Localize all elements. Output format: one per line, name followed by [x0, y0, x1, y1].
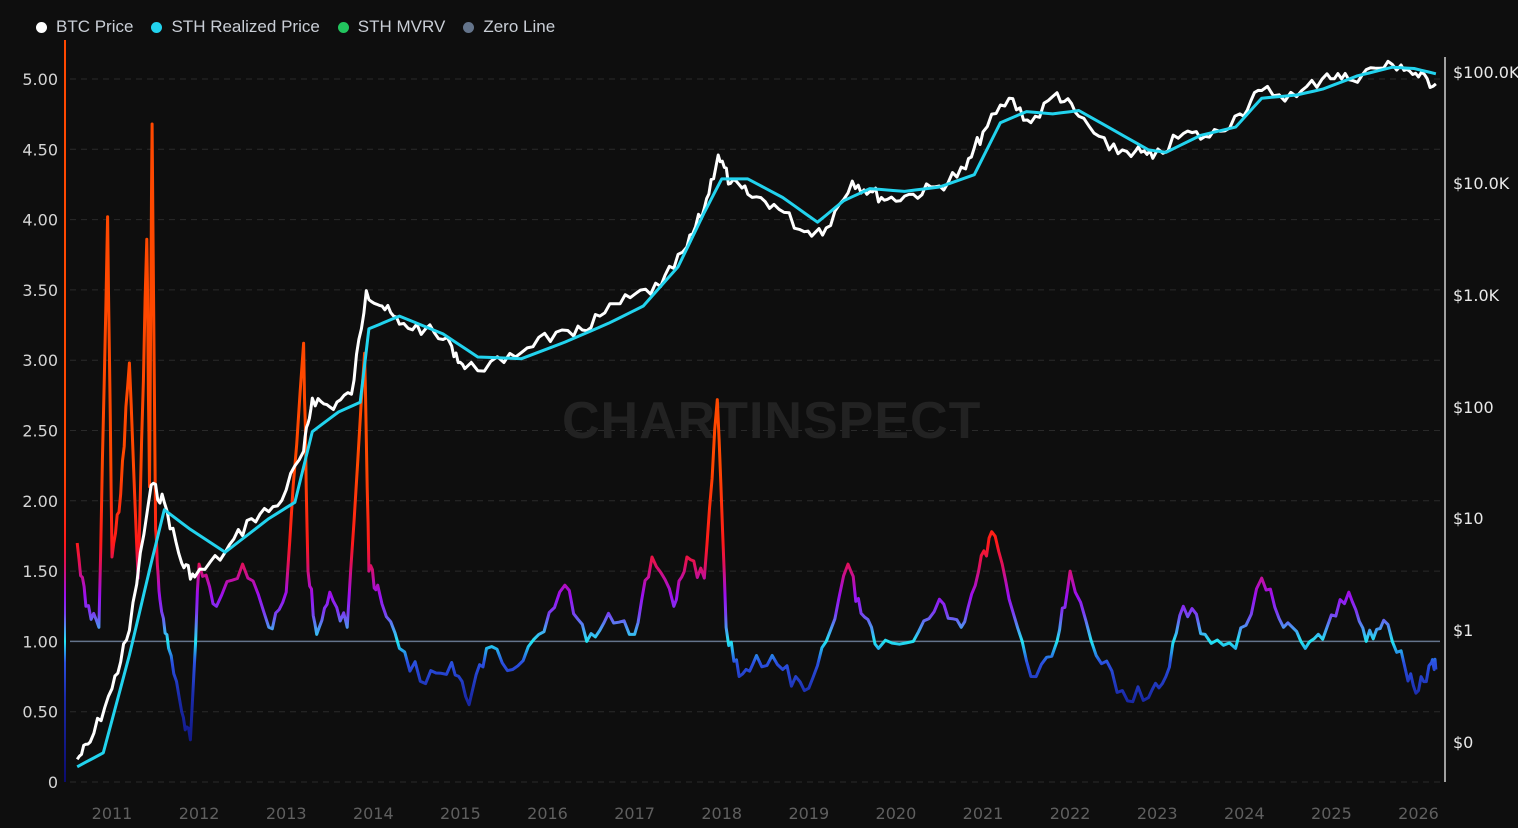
right-axis-tick-label: $100.0K: [1453, 63, 1518, 82]
x-axis-tick-label: 2011: [92, 804, 133, 823]
btc-price-series[interactable]: [75, 59, 1437, 761]
right-axis-tick-label: $0: [1453, 733, 1473, 752]
right-axis-tick-label: $100: [1453, 398, 1494, 417]
x-axis-tick-label: 2022: [1050, 804, 1091, 823]
left-axis-tick-label: 2.50: [22, 422, 58, 441]
sth-realized-price-series[interactable]: [76, 65, 1437, 769]
legend-dot-icon: [337, 21, 349, 33]
left-axis-tick-label: 0: [48, 773, 58, 792]
left-axis-tick-label: 0.50: [22, 703, 58, 722]
x-axis-tick-label: 2023: [1137, 804, 1178, 823]
left-axis-tick-label: 1.50: [22, 562, 58, 581]
left-axis-ticks: 5.00 4.50 4.00 3.50 3.00 2.50 2.00 1.50 1.00 0.50…: [22, 70, 58, 792]
left-axis-tick-label: 5.00: [22, 70, 58, 89]
x-axis-tick-label: 2014: [353, 804, 394, 823]
grid-lines: [70, 78, 1440, 783]
right-axis-tick-label: $10.0K: [1453, 174, 1510, 193]
x-axis-ticks: 2011 2012 2013 2014 2015 2016 2017 2018 2019 2020…: [92, 804, 1439, 823]
left-axis-tick-label: 3.00: [22, 351, 58, 370]
x-axis-tick-label: 2026: [1398, 804, 1439, 823]
x-axis-tick-label: 2015: [440, 804, 481, 823]
right-axis-tick-label: $1: [1453, 621, 1473, 640]
sth-mvrv-series[interactable]: [75, 122, 1438, 742]
left-axis-tick-label: 2.00: [22, 492, 58, 511]
chart-legend: BTC Price STH Realized Price STH MVRV Ze…: [36, 17, 573, 37]
left-axis-tick-label: 3.50: [22, 281, 58, 300]
legend-label: STH Realized Price: [171, 17, 320, 36]
x-axis-tick-label: 2013: [266, 804, 307, 823]
watermark: CHARTINSPECT: [562, 392, 981, 450]
x-axis-tick-label: 2021: [963, 804, 1004, 823]
x-axis-tick-label: 2012: [179, 804, 220, 823]
left-axis-tick-label: 4.00: [22, 211, 58, 230]
x-axis-tick-label: 2016: [527, 804, 568, 823]
left-axis-tick-label: 4.50: [22, 140, 58, 159]
x-axis-tick-label: 2024: [1224, 804, 1265, 823]
legend-item-sth-realized-price[interactable]: STH Realized Price: [151, 17, 320, 37]
legend-dot-icon: [36, 21, 47, 33]
right-axis-ticks: $100.0K $10.0K $1.0K $100 $10 $1 $0: [1453, 63, 1518, 752]
x-axis-tick-label: 2018: [701, 804, 742, 823]
legend-dot-icon: [463, 21, 475, 33]
legend-item-zero-line[interactable]: Zero Line: [463, 17, 555, 37]
legend-item-btc-price[interactable]: BTC Price: [36, 17, 133, 37]
left-axis-tick-label: 1.00: [22, 632, 58, 651]
legend-dot-icon: [151, 21, 163, 33]
right-axis-tick-label: $10: [1453, 509, 1484, 528]
legend-label: Zero Line: [483, 17, 556, 36]
legend-label: STH MVRV: [357, 17, 446, 36]
legend-label: BTC Price: [56, 17, 134, 36]
right-axis-tick-label: $1.0K: [1453, 286, 1500, 305]
x-axis-tick-label: 2019: [788, 804, 829, 823]
x-axis-tick-label: 2017: [614, 804, 655, 823]
x-axis-tick-label: 2025: [1311, 804, 1352, 823]
x-axis-tick-label: 2020: [876, 804, 917, 823]
legend-item-sth-mvrv[interactable]: STH MVRV: [337, 17, 446, 37]
